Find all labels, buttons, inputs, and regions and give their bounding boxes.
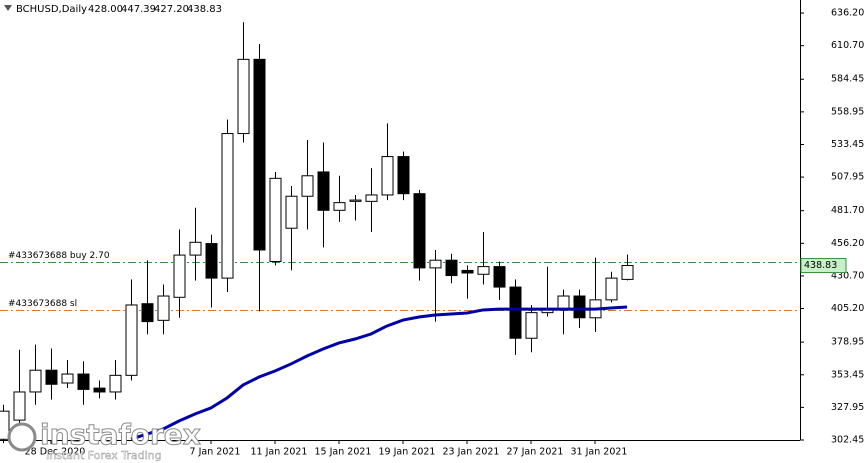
candle-body bbox=[141, 303, 154, 323]
candle-body bbox=[429, 259, 442, 269]
candle-body bbox=[13, 391, 26, 421]
candle-body bbox=[525, 312, 538, 339]
order-label: #433673688 buy 2.70 bbox=[8, 251, 110, 261]
y-tick-label: 353.45 bbox=[831, 369, 864, 380]
candle-body bbox=[221, 133, 234, 279]
candle-body bbox=[477, 266, 490, 275]
candle-body bbox=[381, 156, 394, 196]
candle-body bbox=[157, 295, 170, 321]
candle-body bbox=[397, 156, 410, 195]
y-tick-label: 584.45 bbox=[831, 74, 864, 85]
candle-body bbox=[605, 277, 618, 301]
x-tick-label: 19 Jan 2021 bbox=[379, 447, 436, 458]
candle-body bbox=[493, 266, 506, 288]
candle-body bbox=[621, 265, 634, 280]
x-tick-label: 27 Jan 2021 bbox=[507, 447, 564, 458]
candle-body bbox=[445, 259, 458, 277]
moving-average bbox=[130, 305, 628, 441]
y-tick-label: 610.70 bbox=[831, 40, 864, 51]
header-value: 428.00 bbox=[88, 4, 123, 15]
y-tick-label: 558.95 bbox=[831, 106, 864, 117]
candle-body bbox=[189, 241, 202, 256]
watermark-name: instaforex bbox=[40, 418, 201, 451]
symbol-icon bbox=[4, 5, 12, 11]
candle-body bbox=[173, 254, 186, 298]
candle-body bbox=[205, 243, 218, 279]
candle-body bbox=[413, 193, 426, 269]
y-tick-label: 430.70 bbox=[831, 270, 864, 281]
candle-body bbox=[93, 387, 106, 393]
y-tick-label: 327.95 bbox=[831, 402, 864, 413]
y-tick-label: 533.45 bbox=[831, 139, 864, 150]
candle-body bbox=[45, 369, 58, 385]
header-value: 438.83 bbox=[187, 4, 222, 15]
candle-body bbox=[77, 373, 90, 390]
candle-body bbox=[461, 269, 474, 274]
header-value: 447.39 bbox=[121, 4, 156, 15]
y-tick-label: 507.95 bbox=[831, 172, 864, 183]
candle-body bbox=[349, 199, 362, 202]
watermark-logo bbox=[7, 422, 37, 452]
x-tick-label: 23 Jan 2021 bbox=[443, 447, 500, 458]
y-tick-label: 481.70 bbox=[831, 205, 864, 216]
candle-body bbox=[125, 304, 138, 376]
candle-body bbox=[237, 58, 250, 135]
x-tick-label: 15 Jan 2021 bbox=[315, 447, 372, 458]
x-tick-label: 11 Jan 2021 bbox=[251, 447, 308, 458]
x-tick-label: 7 Jan 2021 bbox=[190, 447, 241, 458]
order-label: #433673688 sl bbox=[8, 299, 77, 309]
candle-body bbox=[269, 177, 282, 262]
y-tick-label: 636.20 bbox=[831, 8, 864, 19]
candle-body bbox=[29, 369, 42, 393]
y-tick-label: 378.95 bbox=[831, 337, 864, 348]
y-tick-label: 405.20 bbox=[831, 303, 864, 314]
candle-body bbox=[61, 373, 74, 384]
last-price-label: 438.83 bbox=[804, 260, 837, 271]
header-value: 427.20 bbox=[154, 4, 189, 15]
candle-body bbox=[365, 194, 378, 202]
x-tick-label: 31 Jan 2021 bbox=[571, 447, 628, 458]
symbol-label: BCHUSD,Daily bbox=[16, 4, 87, 15]
candle-body bbox=[333, 202, 346, 211]
watermark-tagline: Instant Forex Trading bbox=[46, 449, 162, 462]
candle-body bbox=[285, 195, 298, 229]
candle-body bbox=[573, 295, 586, 319]
candle-body bbox=[301, 175, 314, 197]
candle-body bbox=[253, 58, 266, 251]
y-tick-label: 456.20 bbox=[831, 238, 864, 249]
candle-body bbox=[109, 374, 122, 393]
candle-body bbox=[509, 286, 522, 339]
candle-body bbox=[0, 410, 10, 440]
candle-body bbox=[317, 171, 330, 211]
x-tick-label: 28 Dec 2020 bbox=[25, 447, 86, 458]
last-price-box bbox=[800, 258, 847, 274]
y-tick-label: 302.45 bbox=[831, 435, 864, 446]
